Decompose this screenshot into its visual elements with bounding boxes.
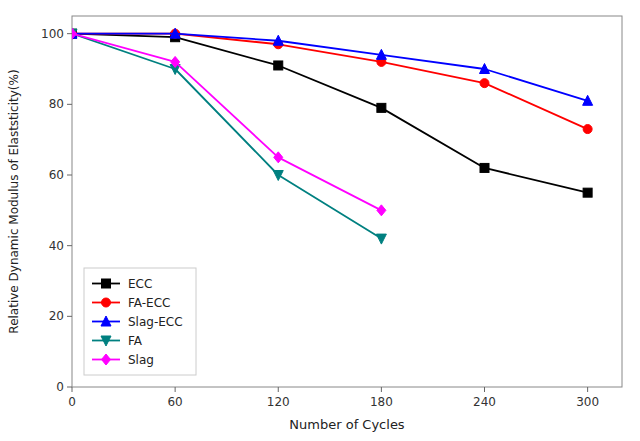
plot-frame xyxy=(72,16,622,387)
legend-marker xyxy=(102,354,111,365)
legend-marker xyxy=(101,336,111,346)
x-tick-label: 60 xyxy=(167,395,182,409)
point xyxy=(583,188,592,197)
point xyxy=(480,64,490,74)
point xyxy=(376,49,386,59)
y-tick xyxy=(67,245,72,246)
point xyxy=(273,171,283,181)
legend-label: Slag xyxy=(128,353,154,367)
y-axis-label: Relative Dynamic Modulus of Elaststicity… xyxy=(7,69,21,333)
y-tick xyxy=(67,33,72,34)
series-line xyxy=(72,34,588,193)
legend-marker xyxy=(102,279,111,288)
series-line xyxy=(72,34,381,239)
y-tick-label: 20 xyxy=(49,309,64,323)
legend-marker xyxy=(102,298,111,307)
legend: ECC FA-ECC Slag-ECC FA Slag xyxy=(84,268,196,375)
y-tick xyxy=(67,316,72,317)
x-tick xyxy=(278,387,279,392)
legend-label: ECC xyxy=(128,277,152,291)
x-tick-label: 300 xyxy=(576,395,599,409)
point xyxy=(480,163,489,172)
point xyxy=(274,152,283,163)
y-tick xyxy=(67,104,72,105)
point xyxy=(583,95,593,105)
series-line xyxy=(72,34,588,129)
point xyxy=(376,234,386,244)
point xyxy=(72,28,77,38)
x-tick-label: 240 xyxy=(473,395,496,409)
x-tick-label: 0 xyxy=(68,395,76,409)
point xyxy=(170,28,180,38)
point xyxy=(274,61,283,70)
point xyxy=(377,205,386,216)
x-tick xyxy=(484,387,485,392)
x-tick-label: 180 xyxy=(370,395,393,409)
legend-label: FA-ECC xyxy=(128,296,170,310)
legend-box xyxy=(84,268,196,375)
point xyxy=(72,29,77,39)
y-tick-label: 40 xyxy=(49,239,64,253)
x-tick xyxy=(72,387,73,392)
legend-label: Slag-ECC xyxy=(128,315,183,329)
y-tick-label: 60 xyxy=(49,168,64,182)
point xyxy=(171,56,180,67)
y-tick-label: 80 xyxy=(49,97,64,111)
x-tick xyxy=(175,387,176,392)
series-line xyxy=(72,34,588,101)
point xyxy=(480,79,489,88)
legend-marker xyxy=(101,316,111,326)
chart: 0 60 120 180 240 300 0 20 40 60 80 100 Number of Cyc… xyxy=(0,0,640,441)
y-tick-label: 100 xyxy=(41,27,64,41)
x-tick xyxy=(587,387,588,392)
x-axis-label: Number of Cycles xyxy=(289,417,405,432)
y-tick xyxy=(67,387,72,388)
point xyxy=(377,103,386,112)
point xyxy=(583,125,592,134)
plot-area xyxy=(72,28,593,244)
legend-label: FA xyxy=(128,334,143,348)
x-tick xyxy=(381,387,382,392)
point xyxy=(72,28,77,39)
point xyxy=(273,35,283,45)
series-line xyxy=(72,34,381,211)
y-tick-label: 0 xyxy=(56,380,64,394)
x-tick-label: 120 xyxy=(267,395,290,409)
y-tick xyxy=(67,175,72,176)
